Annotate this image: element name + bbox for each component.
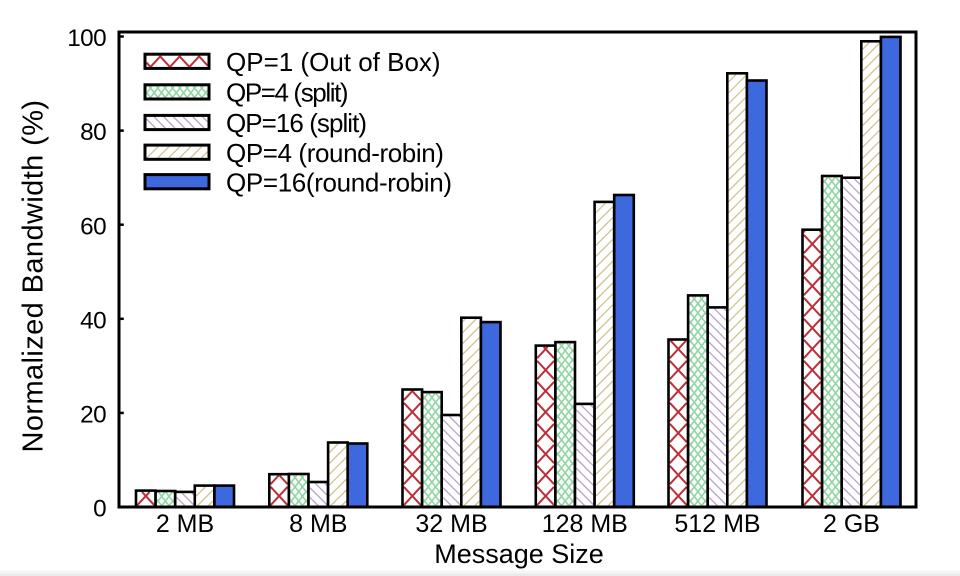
svg-text:QP=16(round-robin): QP=16(round-robin) xyxy=(226,167,452,197)
svg-text:Normalized Bandwidth (%): Normalized Bandwidth (%) xyxy=(18,100,50,453)
svg-text:QP=4 (split): QP=4 (split) xyxy=(226,78,348,108)
svg-text:2 MB: 2 MB xyxy=(156,510,214,538)
svg-text:QP=16 (split): QP=16 (split) xyxy=(226,108,366,138)
svg-text:0: 0 xyxy=(93,496,106,523)
svg-text:QP=4 (round-robin): QP=4 (round-robin) xyxy=(226,138,444,168)
svg-text:100: 100 xyxy=(67,25,106,52)
svg-text:20: 20 xyxy=(80,402,106,429)
svg-text:128 MB: 128 MB xyxy=(542,510,628,538)
svg-text:40: 40 xyxy=(80,307,106,334)
svg-text:Message Size: Message Size xyxy=(434,539,604,569)
svg-text:32 MB: 32 MB xyxy=(415,510,487,538)
svg-text:80: 80 xyxy=(80,119,106,146)
svg-text:512 MB: 512 MB xyxy=(674,510,760,538)
svg-text:8 MB: 8 MB xyxy=(289,510,347,538)
svg-text:2 GB: 2 GB xyxy=(823,510,880,538)
svg-text:QP=1 (Out of Box): QP=1 (Out of Box) xyxy=(226,47,441,77)
svg-text:60: 60 xyxy=(80,213,106,240)
